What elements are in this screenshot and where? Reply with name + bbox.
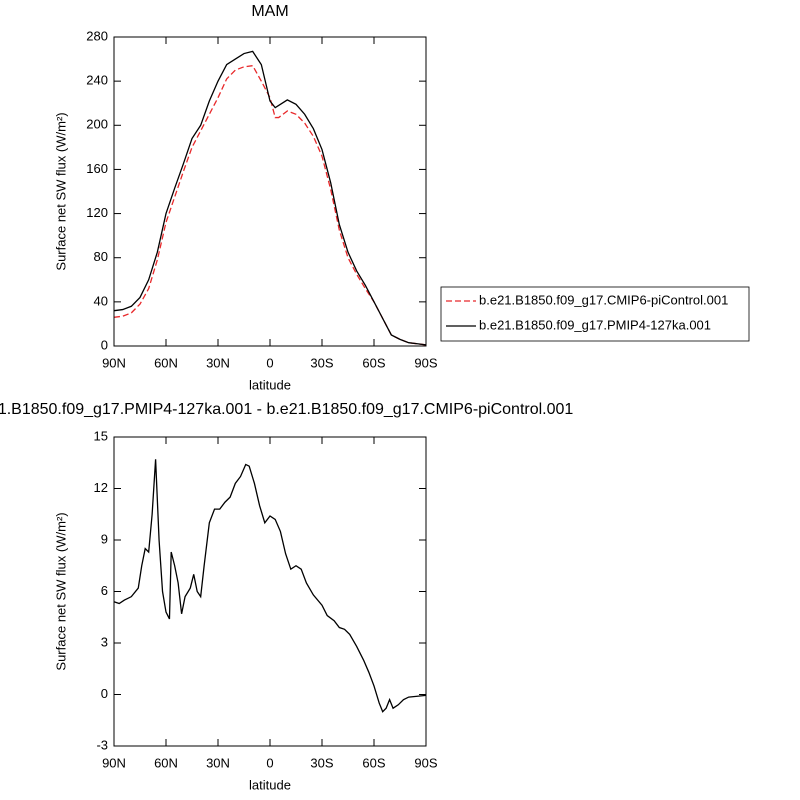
chart-title: b.e21.B1850.f09_g17.PMIP4-127ka.001 - b.… — [0, 401, 573, 418]
chart-title: MAM — [251, 3, 288, 20]
y-tick-label: 0 — [101, 686, 108, 701]
legend-label: b.e21.B1850.f09_g17.CMIP6-piControl.001 — [479, 292, 728, 307]
data-line — [113, 459, 427, 713]
y-tick-label: 240 — [86, 73, 108, 88]
plot-frame — [113, 36, 427, 347]
x-tick-label: 90N — [102, 355, 126, 370]
y-tick-label: 40 — [94, 293, 108, 308]
x-tick-label: 30N — [206, 755, 230, 770]
y-tick-label: 160 — [86, 161, 108, 176]
data-line — [113, 50, 427, 346]
x-tick-label: 60S — [362, 355, 385, 370]
x-tick-label: 30S — [310, 755, 333, 770]
legend-box — [440, 286, 750, 342]
x-tick-label: 30N — [206, 355, 230, 370]
y-tick-label: -3 — [96, 737, 108, 752]
y-tick-label: 6 — [101, 583, 108, 598]
y-tick-label: 280 — [86, 28, 108, 43]
x-tick-label: 60N — [154, 755, 178, 770]
x-tick-label: 0 — [266, 355, 273, 370]
data-line — [113, 64, 427, 346]
plot-frame — [113, 436, 427, 747]
y-tick-label: 0 — [101, 337, 108, 352]
y-tick-label: 12 — [94, 480, 108, 495]
y-tick-label: 80 — [94, 249, 108, 264]
x-tick-label: 0 — [266, 755, 273, 770]
y-axis-title: Surface net SW flux (W/m²) — [53, 112, 68, 270]
x-tick-label: 90S — [414, 755, 437, 770]
legend-label: b.e21.B1850.f09_g17.PMIP4-127ka.001 — [479, 317, 711, 332]
y-tick-label: 3 — [101, 634, 108, 649]
y-tick-label: 200 — [86, 117, 108, 132]
y-tick-label: 15 — [94, 428, 108, 443]
x-tick-label: 60N — [154, 355, 178, 370]
y-tick-label: 120 — [86, 205, 108, 220]
x-tick-label: 90S — [414, 355, 437, 370]
x-axis-title: latitude — [249, 377, 291, 392]
y-axis-title: Surface net SW flux (W/m²) — [53, 512, 68, 670]
y-tick-label: 9 — [101, 531, 108, 546]
x-tick-label: 30S — [310, 355, 333, 370]
x-axis-title: latitude — [249, 777, 291, 792]
x-tick-label: 90N — [102, 755, 126, 770]
x-tick-label: 60S — [362, 755, 385, 770]
